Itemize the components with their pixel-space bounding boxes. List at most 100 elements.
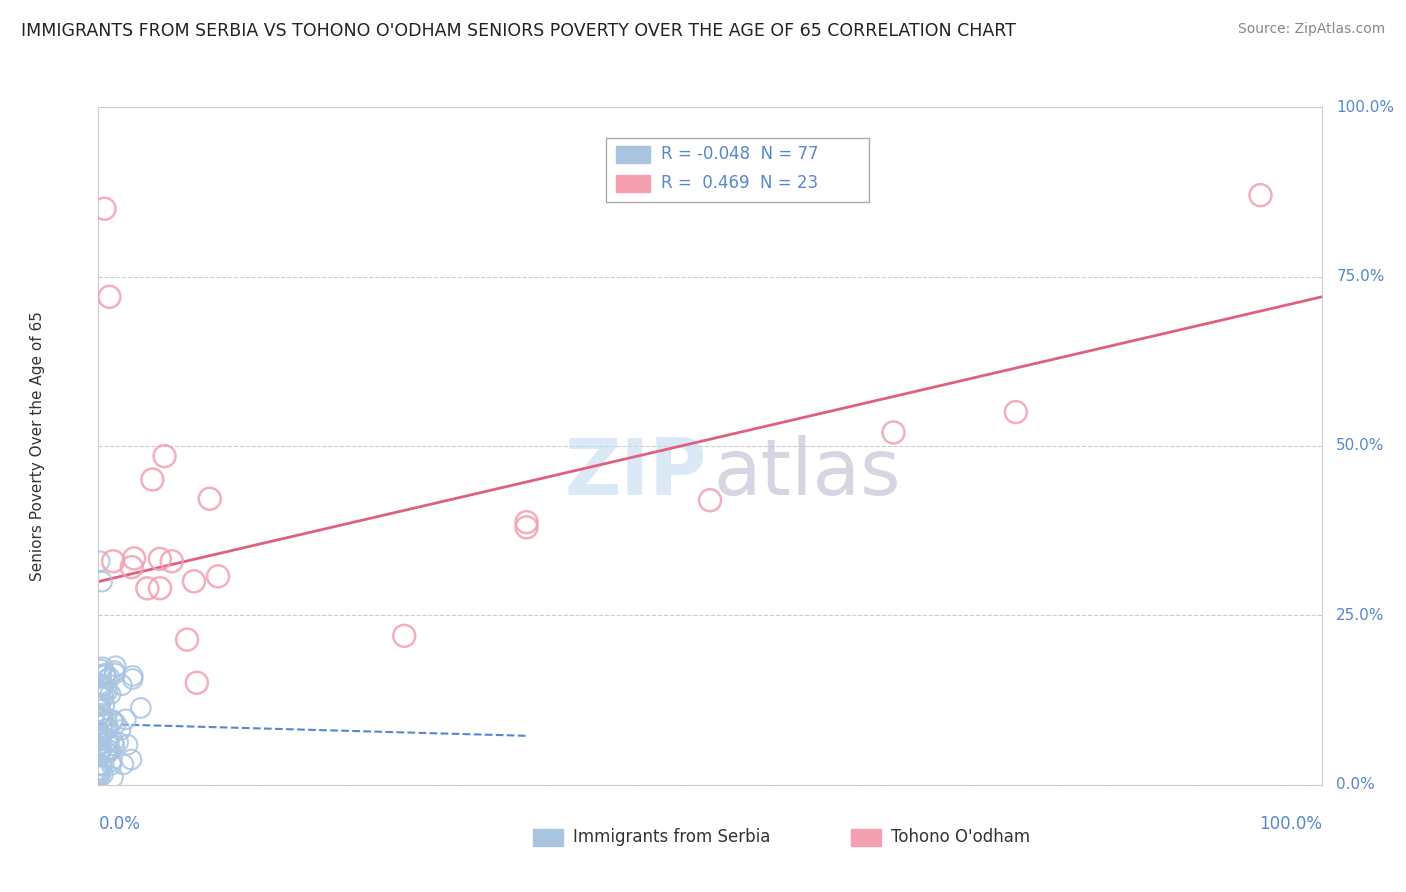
Point	[103, 739, 125, 753]
Point	[122, 551, 145, 566]
Text: Tohono O'odham: Tohono O'odham	[891, 828, 1031, 847]
Text: 100.0%: 100.0%	[1336, 100, 1395, 114]
Point	[121, 669, 143, 683]
Point	[91, 660, 114, 674]
Point	[89, 699, 111, 714]
Point	[112, 757, 135, 772]
Point	[89, 689, 111, 703]
Point	[90, 668, 112, 682]
Point	[121, 672, 143, 686]
Bar	[616, 146, 650, 163]
Point	[89, 733, 111, 747]
Bar	[851, 829, 882, 846]
Point	[107, 735, 129, 749]
Point	[94, 666, 117, 681]
Point	[115, 712, 138, 726]
Text: R = -0.048  N = 77: R = -0.048 N = 77	[661, 145, 818, 163]
Point	[515, 515, 537, 529]
Point	[89, 737, 111, 751]
Point	[515, 520, 537, 534]
Bar	[616, 175, 650, 192]
Point	[89, 683, 111, 698]
Point	[94, 668, 117, 682]
Point	[153, 449, 176, 463]
Point	[94, 714, 117, 728]
Point	[104, 716, 127, 731]
Point	[183, 574, 205, 589]
Point	[103, 735, 125, 749]
Point	[90, 711, 112, 725]
Point	[96, 672, 118, 686]
Point	[89, 677, 111, 691]
Point	[129, 701, 152, 715]
Point	[392, 629, 416, 643]
Point	[93, 698, 115, 712]
Point	[87, 764, 110, 778]
Point	[91, 706, 114, 721]
Point	[91, 690, 114, 705]
Point	[136, 582, 159, 596]
Point	[98, 671, 121, 685]
Point	[97, 722, 120, 736]
Point	[90, 765, 112, 780]
Point	[117, 738, 139, 752]
Point	[90, 663, 112, 677]
Point	[94, 745, 117, 759]
Point	[97, 684, 120, 698]
Point	[101, 713, 124, 727]
Point	[89, 749, 111, 764]
Point	[91, 678, 114, 692]
Text: 0.0%: 0.0%	[1336, 778, 1375, 792]
Point	[96, 733, 118, 747]
Point	[89, 767, 111, 781]
Point	[104, 664, 127, 678]
Point	[207, 569, 229, 583]
Point	[110, 723, 132, 737]
Point	[883, 425, 905, 440]
Point	[149, 552, 172, 566]
Point	[111, 678, 134, 692]
Point	[149, 581, 172, 595]
Point	[100, 757, 122, 772]
Point	[87, 698, 110, 712]
Point	[104, 666, 127, 681]
Point	[186, 675, 208, 690]
Point	[90, 713, 112, 727]
Point	[96, 722, 118, 736]
Point	[89, 698, 111, 713]
Point	[198, 491, 221, 506]
Point	[90, 729, 112, 743]
Text: 75.0%: 75.0%	[1336, 269, 1385, 284]
FancyBboxPatch shape	[606, 137, 869, 202]
Point	[120, 753, 142, 767]
Point	[94, 682, 117, 697]
Point	[87, 734, 110, 748]
Point	[89, 554, 111, 568]
Point	[87, 739, 110, 753]
Point	[87, 762, 110, 776]
Point	[100, 687, 122, 701]
Point	[176, 632, 198, 647]
Point	[141, 473, 163, 487]
Text: 100.0%: 100.0%	[1258, 815, 1322, 833]
Text: Source: ZipAtlas.com: Source: ZipAtlas.com	[1237, 22, 1385, 37]
Point	[98, 290, 121, 304]
Text: 0.0%: 0.0%	[98, 815, 141, 833]
Point	[1004, 405, 1026, 419]
Point	[96, 746, 118, 760]
Point	[87, 723, 110, 738]
Point	[89, 745, 111, 759]
Point	[90, 758, 112, 772]
Text: atlas: atlas	[714, 435, 901, 511]
Point	[91, 758, 114, 772]
Point	[160, 554, 183, 568]
Point	[93, 714, 115, 729]
Point	[89, 768, 111, 782]
Point	[90, 742, 112, 756]
Text: Seniors Poverty Over the Age of 65: Seniors Poverty Over the Age of 65	[30, 311, 45, 581]
Point	[101, 554, 124, 568]
Point	[104, 659, 127, 673]
Text: R =  0.469  N = 23: R = 0.469 N = 23	[661, 174, 818, 192]
Point	[91, 711, 114, 725]
Text: Immigrants from Serbia: Immigrants from Serbia	[574, 828, 770, 847]
